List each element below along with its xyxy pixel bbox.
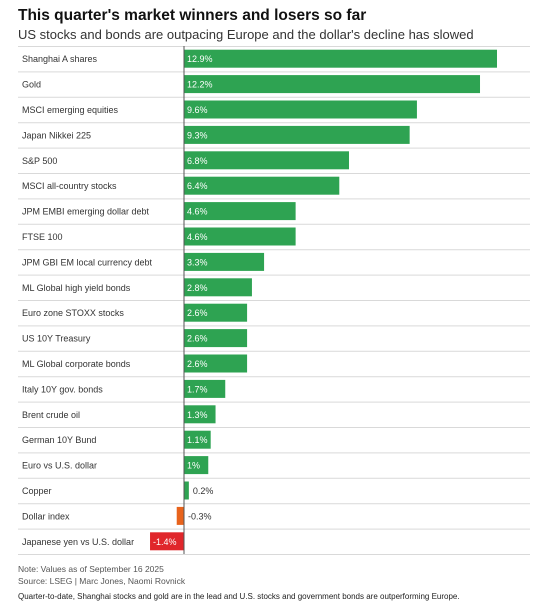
category-label: Euro zone STOXX stocks xyxy=(22,308,124,318)
category-label: Copper xyxy=(22,486,52,496)
value-label: 6.4% xyxy=(187,181,208,191)
category-label: MSCI all-country stocks xyxy=(22,181,117,191)
chart-subtitle: US stocks and bonds are outpacing Europe… xyxy=(18,27,474,42)
value-label: 12.2% xyxy=(187,80,213,90)
category-label: Japan Nikkei 225 xyxy=(22,130,91,140)
category-label: S&P 500 xyxy=(22,156,57,166)
category-label: Italy 10Y gov. bonds xyxy=(22,384,103,394)
category-label: JPM EMBI emerging dollar debt xyxy=(22,207,150,217)
bar xyxy=(184,430,211,449)
category-label: ML Global corporate bonds xyxy=(22,359,131,369)
category-label: Japanese yen vs U.S. dollar xyxy=(22,537,134,547)
bar xyxy=(184,125,410,144)
value-label: 2.6% xyxy=(187,308,208,318)
category-label: ML Global high yield bonds xyxy=(22,283,131,293)
bar xyxy=(184,329,248,348)
bar xyxy=(184,151,349,170)
bar xyxy=(150,532,184,551)
category-label: JPM GBI EM local currency debt xyxy=(22,257,153,267)
value-label: -1.4% xyxy=(153,537,177,547)
value-label: 2.8% xyxy=(187,283,208,293)
category-label: German 10Y Bund xyxy=(22,435,96,445)
value-label: -0.3% xyxy=(188,511,212,521)
value-label: 12.9% xyxy=(187,54,213,64)
category-label: Shanghai A shares xyxy=(22,54,98,64)
bar xyxy=(184,481,189,500)
source-text: Source: LSEG | Marc Jones, Naomi Rovnick xyxy=(18,576,186,586)
bar xyxy=(184,252,265,271)
category-label: Dollar index xyxy=(22,511,70,521)
value-label: 9.3% xyxy=(187,130,208,140)
bar xyxy=(184,49,497,68)
category-label: Euro vs U.S. dollar xyxy=(22,461,97,471)
bar xyxy=(184,354,248,373)
chart-caption: Quarter-to-date, Shanghai stocks and gol… xyxy=(18,592,460,601)
bar xyxy=(184,456,209,475)
category-label: Gold xyxy=(22,80,41,90)
value-label: 1% xyxy=(187,461,200,471)
value-label: 6.8% xyxy=(187,156,208,166)
category-label: FTSE 100 xyxy=(22,232,63,242)
bar xyxy=(184,303,248,322)
note-text: Note: Values as of September 16 2025 xyxy=(18,564,164,574)
bar xyxy=(184,176,340,195)
value-label: 1.3% xyxy=(187,410,208,420)
value-label: 1.7% xyxy=(187,384,208,394)
chart-title: This quarter's market winners and losers… xyxy=(18,7,367,24)
bar-chart: Shanghai A shares 12.9% Gold 12.2% MSCI emer… xyxy=(18,46,530,555)
value-label: 4.6% xyxy=(187,207,208,217)
bar xyxy=(184,75,481,94)
value-label: 1.1% xyxy=(187,435,208,445)
value-label: 4.6% xyxy=(187,232,208,242)
bar xyxy=(176,506,184,525)
value-label: 2.6% xyxy=(187,334,208,344)
bar xyxy=(184,379,226,398)
value-label: 9.6% xyxy=(187,105,208,115)
bar xyxy=(184,202,296,221)
bar xyxy=(184,278,252,297)
bar xyxy=(184,405,216,424)
value-label: 2.6% xyxy=(187,359,208,369)
value-label: 3.3% xyxy=(187,257,208,267)
category-label: Brent crude oil xyxy=(22,410,80,420)
value-label: 0.2% xyxy=(193,486,214,496)
bar xyxy=(184,100,417,119)
bar xyxy=(184,227,296,246)
chart-notes: Note: Values as of September 16 2025 Sou… xyxy=(18,563,185,587)
category-label: US 10Y Treasury xyxy=(22,334,91,344)
category-label: MSCI emerging equities xyxy=(22,105,119,115)
